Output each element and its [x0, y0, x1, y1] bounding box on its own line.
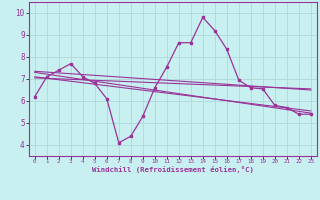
- X-axis label: Windchill (Refroidissement éolien,°C): Windchill (Refroidissement éolien,°C): [92, 166, 254, 173]
